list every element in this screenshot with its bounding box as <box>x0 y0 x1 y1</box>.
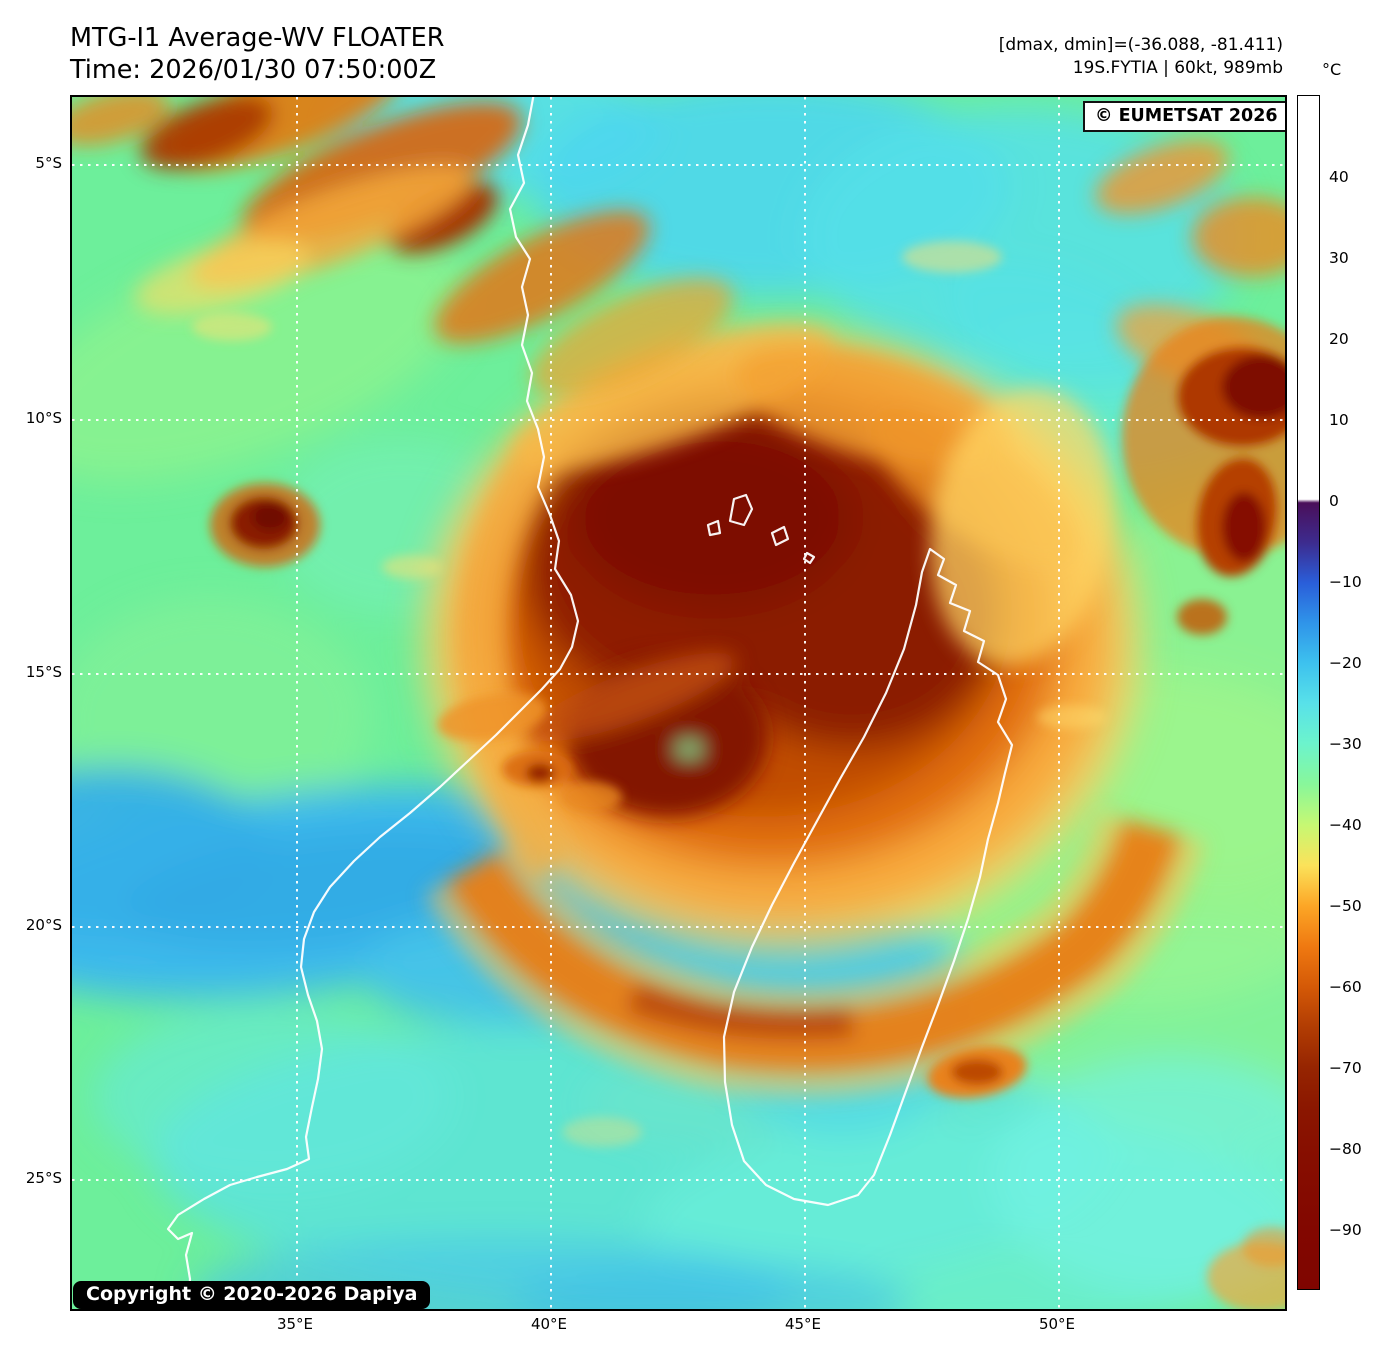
lon-tick-40e: 40°E <box>530 1315 568 1333</box>
cb-tick-30: 30 <box>1329 249 1349 267</box>
lat-tick-20s: 20°S <box>25 916 62 934</box>
colorbar-gradient <box>1297 95 1320 1290</box>
cb-tick-m80: −80 <box>1329 1140 1362 1158</box>
map-canvas[interactable]: © EUMETSAT 2026 Copyright © 2020-2026 Da… <box>70 95 1287 1311</box>
eumetsat-credit-badge: © EUMETSAT 2026 <box>1083 101 1285 132</box>
cb-tick-m20: −20 <box>1329 654 1362 672</box>
storm-info-label: 19S.FYTIA | 60kt, 989mb <box>1072 58 1283 78</box>
cb-tick-m90: −90 <box>1329 1221 1362 1239</box>
cb-tick-m60: −60 <box>1329 978 1362 996</box>
cb-tick-0: 0 <box>1329 492 1339 510</box>
lat-tick-5s: 5°S <box>35 154 62 172</box>
copyright-badge: Copyright © 2020-2026 Dapiya <box>73 1281 431 1309</box>
cb-tick-m50: −50 <box>1329 897 1362 915</box>
cb-tick-m40: −40 <box>1329 816 1362 834</box>
cb-tick-20: 20 <box>1329 330 1349 348</box>
cb-tick-40: 40 <box>1329 168 1349 186</box>
title-line2: Time: 2026/01/30 07:50:00Z <box>70 55 437 85</box>
cb-tick-m30: −30 <box>1329 735 1362 753</box>
lat-tick-25s: 25°S <box>25 1169 62 1187</box>
title-line1: MTG-I1 Average-WV FLOATER <box>70 23 445 53</box>
figure-title: MTG-I1 Average-WV FLOATER Time: 2026/01/… <box>70 22 445 86</box>
colorbar-unit-label: °C <box>1322 60 1342 79</box>
coastlines <box>166 97 1014 1309</box>
lat-tick-15s: 15°S <box>25 663 62 681</box>
lon-tick-35e: 35°E <box>276 1315 314 1333</box>
water-vapor-imagery <box>72 97 1285 1309</box>
cb-tick-10: 10 <box>1329 411 1349 429</box>
lon-tick-45e: 45°E <box>784 1315 822 1333</box>
cb-tick-m70: −70 <box>1329 1059 1362 1077</box>
cb-tick-m10: −10 <box>1329 573 1362 591</box>
lat-tick-10s: 10°S <box>25 409 62 427</box>
lon-tick-50e: 50°E <box>1038 1315 1076 1333</box>
dmax-dmin-label: [dmax, dmin]=(-36.088, -81.411) <box>998 35 1283 55</box>
graticule <box>72 97 1285 1309</box>
storm-annotation: [dmax, dmin]=(-36.088, -81.411) 19S.FYTI… <box>999 34 1283 80</box>
